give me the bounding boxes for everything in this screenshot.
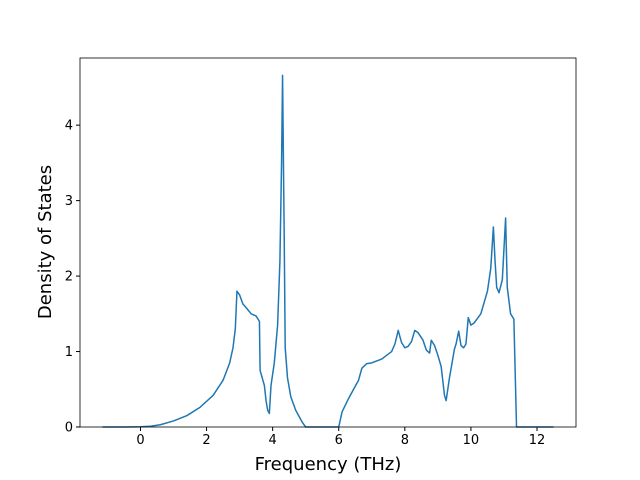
x-tick-label: 2 xyxy=(202,433,210,448)
plot-frame xyxy=(79,57,577,428)
x-tick-label: 12 xyxy=(529,433,546,448)
y-tick-label: 2 xyxy=(65,270,73,285)
y-tick-label: 4 xyxy=(65,119,73,134)
y-tick-label: 0 xyxy=(65,421,73,436)
x-tick-label: 0 xyxy=(136,433,144,448)
x-tick-label: 8 xyxy=(401,433,409,448)
x-axis-label: Frequency (THz) xyxy=(255,454,402,475)
y-tick-label: 1 xyxy=(65,345,73,360)
y-axis-label: Density of States xyxy=(35,165,56,319)
x-tick-label: 6 xyxy=(335,433,343,448)
x-tick-label: 4 xyxy=(269,433,277,448)
y-tick-label: 3 xyxy=(65,194,73,209)
line-series xyxy=(102,74,554,428)
x-tick-label: 10 xyxy=(463,433,480,448)
